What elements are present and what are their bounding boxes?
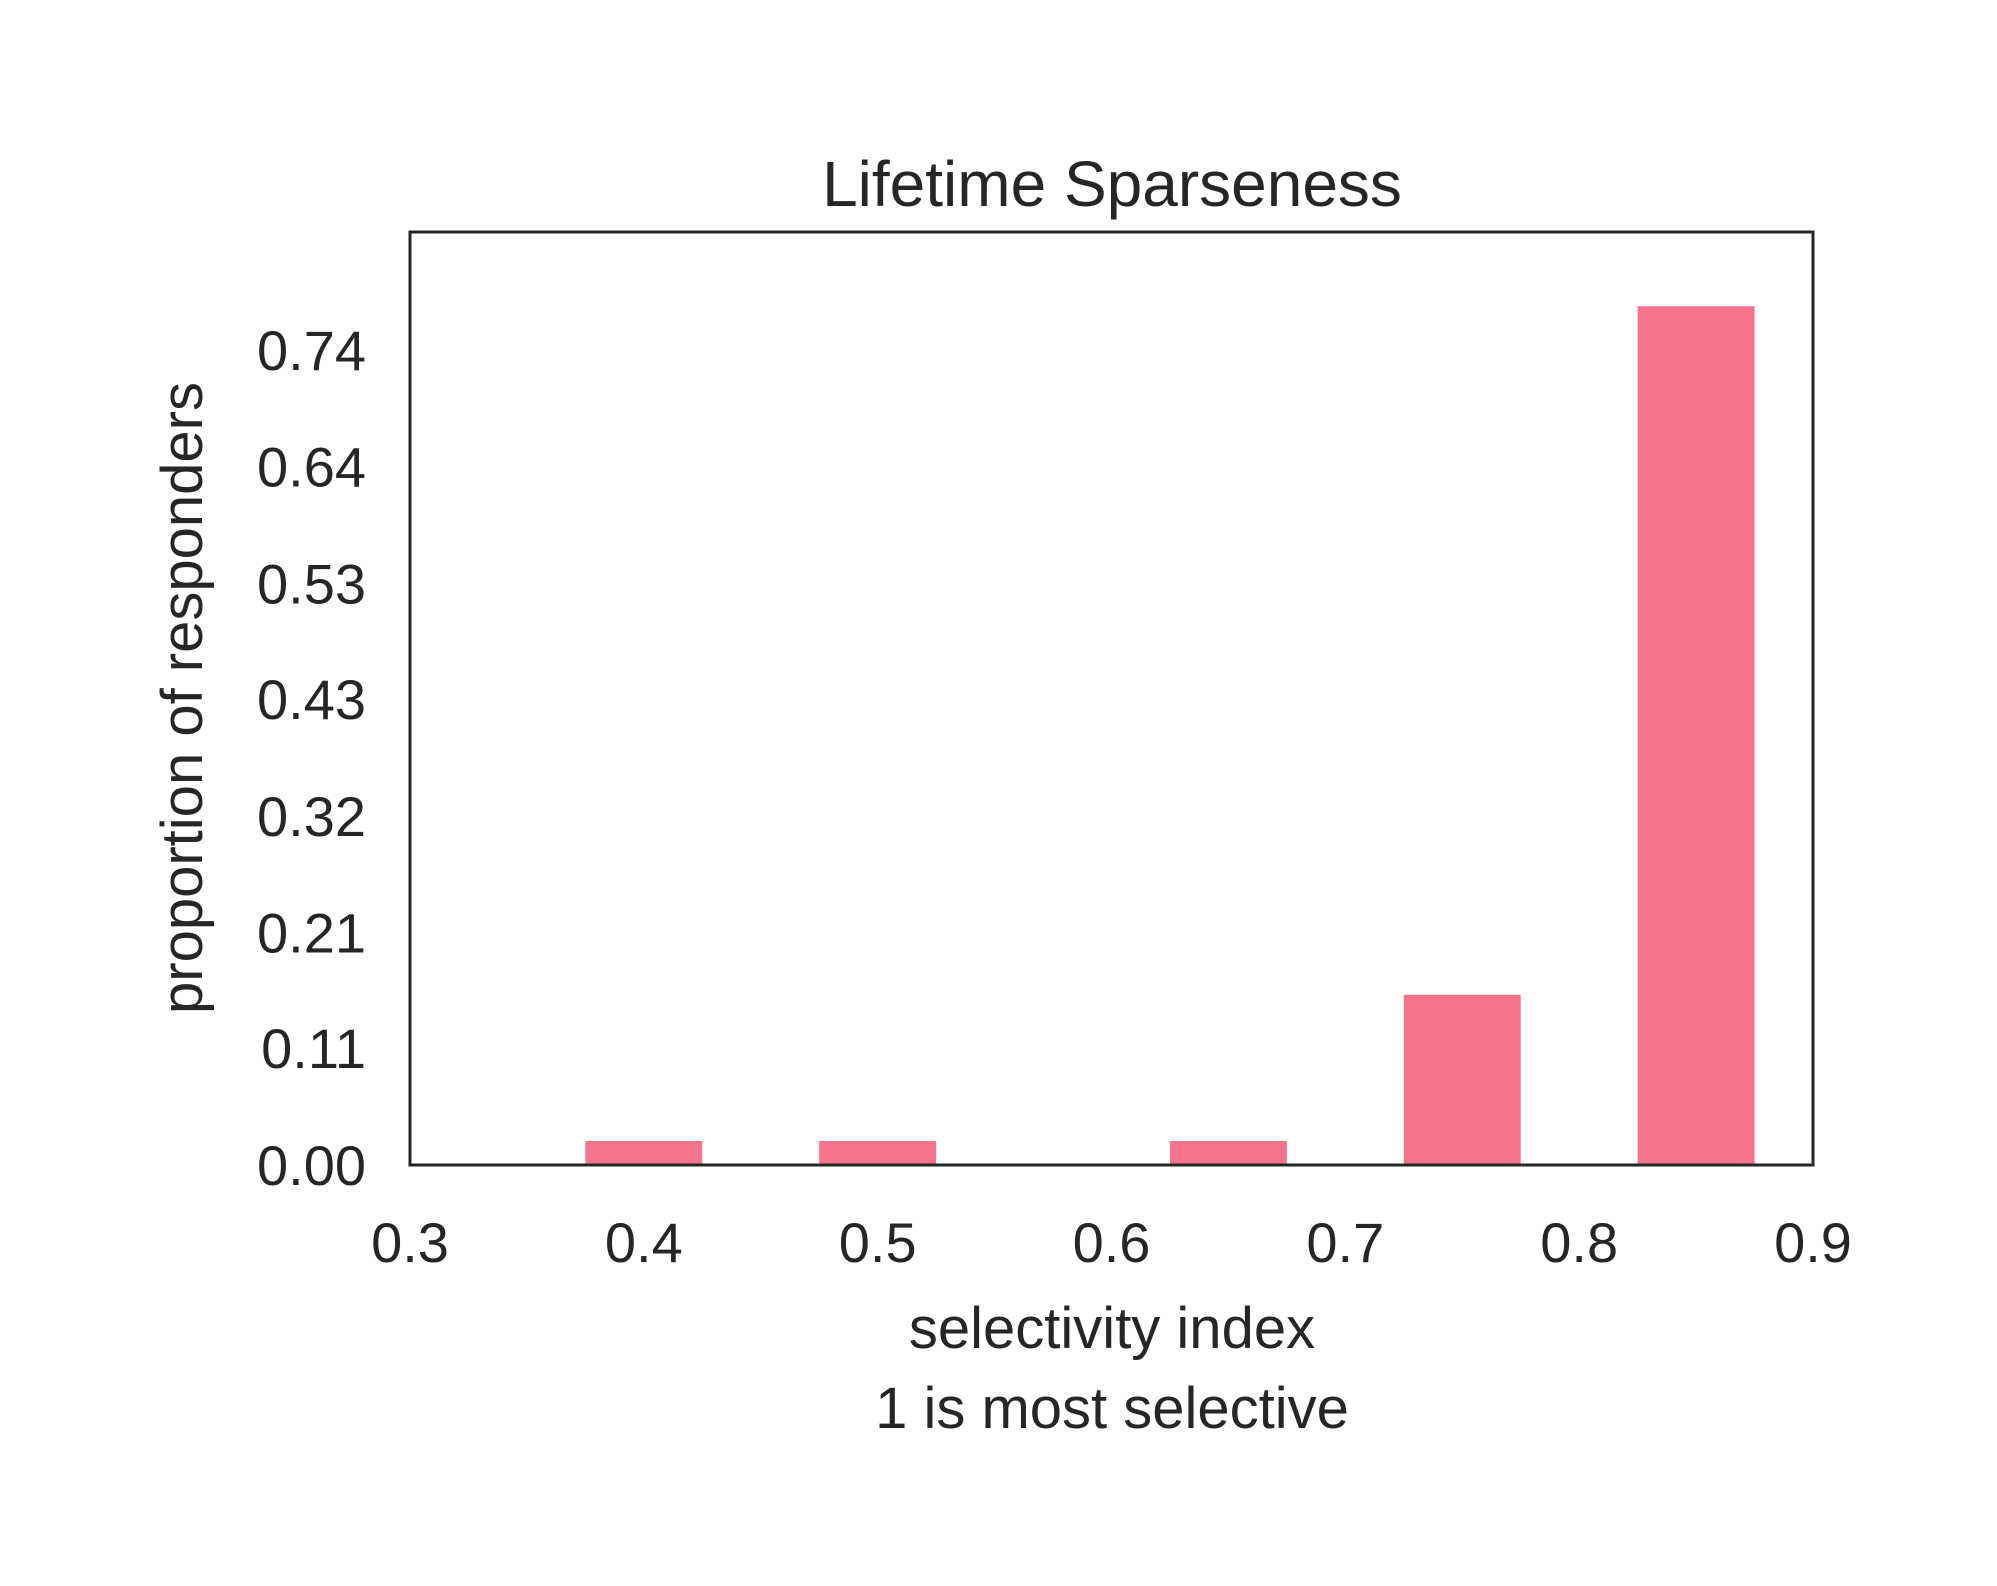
y-tick-label: 0.53 [257, 552, 366, 615]
x-tick-label: 0.7 [1306, 1211, 1384, 1274]
y-axis-ticks: 0.00 0.11 0.21 0.32 0.43 0.53 0.64 0.74 [257, 319, 366, 1197]
histogram-bar-3 [1169, 1140, 1287, 1165]
histogram-bar-2 [819, 1140, 937, 1165]
histogram-bar-5 [1637, 306, 1755, 1166]
x-tick-label: 0.3 [371, 1211, 449, 1274]
y-tick-label: 0.64 [257, 436, 366, 499]
y-axis-label: proportion of responders [150, 382, 215, 1014]
chart-title: Lifetime Sparseness [822, 148, 1402, 220]
y-tick-label: 0.21 [257, 902, 366, 965]
histogram-bar-1 [585, 1140, 703, 1165]
x-tick-label: 0.6 [1073, 1211, 1151, 1274]
x-axis-label-line-1: selectivity index [909, 1296, 1315, 1361]
y-tick-label: 0.11 [261, 1017, 366, 1080]
x-tick-label: 0.9 [1774, 1211, 1852, 1274]
x-tick-label: 0.8 [1540, 1211, 1618, 1274]
bars-group [585, 306, 1755, 1166]
histogram-bar-4 [1403, 994, 1521, 1165]
y-tick-label: 0.32 [257, 785, 366, 848]
x-axis-ticks: 0.3 0.4 0.5 0.6 0.7 0.8 0.9 [371, 1211, 1852, 1274]
x-tick-label: 0.5 [839, 1211, 917, 1274]
plot-frame [408, 230, 1815, 1167]
y-tick-label: 0.74 [257, 319, 366, 382]
x-axis-label-line-2: 1 is most selective [875, 1376, 1349, 1441]
y-tick-label: 0.43 [257, 668, 366, 731]
x-tick-label: 0.4 [605, 1211, 683, 1274]
y-tick-label: 0.00 [257, 1134, 366, 1197]
